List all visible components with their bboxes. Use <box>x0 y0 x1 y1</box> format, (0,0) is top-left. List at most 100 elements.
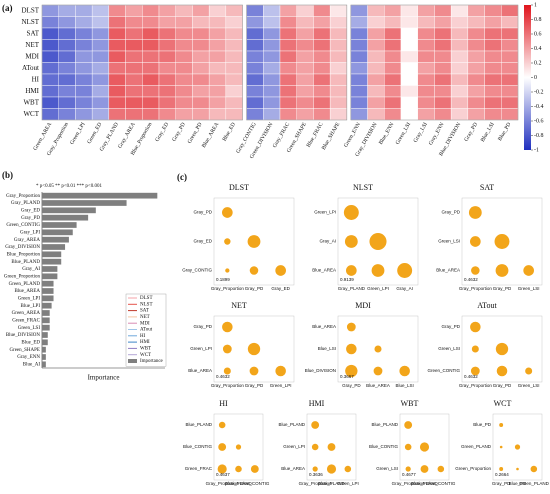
heat-cell <box>367 108 385 121</box>
column-label: Blue_ED <box>222 122 237 143</box>
bar <box>42 229 73 236</box>
x-tick-label: Green_LPI <box>337 481 359 486</box>
column-label: Gray_LSI <box>413 121 429 143</box>
heat-cell <box>467 16 485 29</box>
y-tick-label: Blue_PLAND <box>278 422 305 427</box>
x-tick-label: Green_LSI <box>518 383 540 388</box>
dot <box>311 421 320 429</box>
dot <box>373 366 383 376</box>
column-label: Gray_PD <box>171 122 187 143</box>
heat-cell <box>384 96 402 109</box>
heat-cell <box>125 96 143 109</box>
heat-cell <box>108 16 126 29</box>
y-tick-label: Blue_PLAND <box>185 422 212 427</box>
heat-cell <box>91 50 110 63</box>
dot <box>275 365 286 377</box>
dot <box>404 443 412 451</box>
heat-cell <box>384 27 402 40</box>
heat-cell <box>142 96 160 109</box>
heat-cell <box>263 39 281 52</box>
bar <box>42 310 50 316</box>
y-tick-label: Blue_CONTIG <box>183 444 213 449</box>
heat-cell <box>225 62 243 75</box>
heat-cell <box>417 96 435 109</box>
x-tick-label: Green_LSI <box>518 286 540 291</box>
heat-cell <box>142 39 160 52</box>
heat-cell <box>192 73 210 86</box>
bar <box>42 222 77 228</box>
y-tick-label: Blue_AREA <box>14 289 40 294</box>
dot <box>374 345 382 353</box>
y-tick-label: Green_SHAPE <box>9 348 40 353</box>
heat-cell <box>434 50 452 63</box>
heat-cell <box>58 73 76 86</box>
legend-label: HMI <box>140 340 150 345</box>
heat-cell <box>175 27 193 40</box>
annotation: 0.1899 <box>216 277 230 282</box>
bar <box>42 251 62 258</box>
heat-cell <box>75 108 93 121</box>
heat-cell <box>450 108 469 121</box>
y-tick-label: Blue_PLAND <box>11 260 40 265</box>
heat-cell <box>367 4 385 17</box>
dot <box>225 268 230 273</box>
x-tick-label: Blue_PLAND <box>411 481 438 486</box>
heat-cell <box>225 39 243 52</box>
heat-cell <box>279 27 297 40</box>
heat-cell <box>329 108 348 121</box>
colorbar-tick-label: 0.6 <box>534 31 542 37</box>
dot <box>369 232 387 251</box>
bar <box>42 244 66 250</box>
heat-cell <box>91 73 110 86</box>
y-tick-label: Green_LPI <box>314 210 336 215</box>
subplot-title: SAT <box>480 183 494 192</box>
heat-cell <box>467 4 485 17</box>
y-tick-label: Gray_CONTIG <box>182 268 212 273</box>
heat-cell <box>263 50 281 63</box>
heat-cell <box>246 4 264 17</box>
heat-cell <box>263 4 281 17</box>
heat-cell <box>75 27 93 40</box>
heat-cell <box>400 85 418 98</box>
heat-cell <box>208 50 227 63</box>
heat-cell <box>400 108 418 121</box>
heat-cell <box>296 85 314 98</box>
heat-cell <box>108 4 126 17</box>
x-tick-label: Gray_PD <box>492 481 511 486</box>
y-tick-label: Gray_ED <box>193 239 212 244</box>
heat-cell <box>350 96 368 109</box>
heat-cell <box>367 16 385 29</box>
heat-cell <box>108 39 126 52</box>
heat-cell <box>313 27 331 40</box>
heat-cell <box>175 50 193 63</box>
annotation: 0.3667 <box>340 374 354 379</box>
dot <box>345 364 358 378</box>
heat-cell <box>175 39 193 52</box>
column-label: Green_LSI <box>395 121 412 145</box>
dot <box>419 442 430 452</box>
annotation: 0.4632 <box>464 277 478 282</box>
y-tick-label: Green_LSI <box>438 346 460 351</box>
heat-cell <box>434 16 452 29</box>
dot <box>471 345 479 353</box>
heat-cell <box>91 85 110 98</box>
y-tick-label: Blue_LPI <box>21 304 41 309</box>
y-tick-label: Gray_PD <box>441 210 460 215</box>
heat-cell <box>279 73 297 86</box>
x-tick-label: Blue_PLAND <box>318 481 345 486</box>
heat-cell <box>434 27 452 40</box>
bar <box>42 346 46 353</box>
heat-cell <box>175 16 193 29</box>
x-tick-label: Blue_AREA <box>366 383 390 388</box>
heat-cell <box>350 16 368 29</box>
heat-cell <box>158 50 176 63</box>
dot <box>275 265 286 276</box>
heat-cell <box>501 27 519 40</box>
heat-cell <box>501 62 519 75</box>
x-tick-label: Gray_PLAND <box>338 286 366 291</box>
heat-cell <box>246 50 264 63</box>
heat-cell <box>125 62 143 75</box>
heat-cell <box>91 4 110 17</box>
heat-cell <box>75 39 93 52</box>
heat-cell <box>108 27 126 40</box>
